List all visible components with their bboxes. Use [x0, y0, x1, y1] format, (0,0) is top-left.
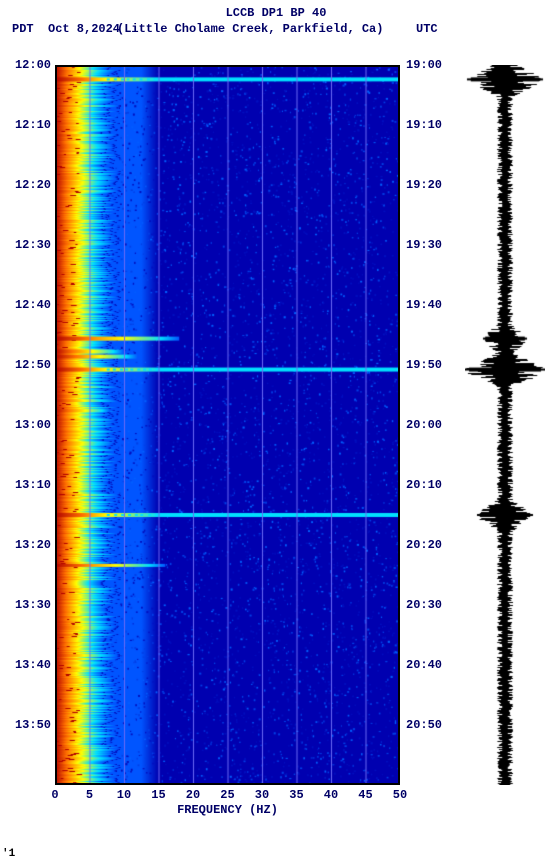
left-time-tick: 13:50 — [6, 719, 51, 731]
right-time-tick: 19:40 — [406, 299, 442, 311]
left-time-tick: 13:20 — [6, 539, 51, 551]
frequency-tick: 35 — [285, 789, 309, 801]
left-time-tick: 12:10 — [6, 119, 51, 131]
left-time-tick: 12:30 — [6, 239, 51, 251]
corner-mark: '1 — [2, 848, 15, 860]
frequency-tick: 5 — [78, 789, 102, 801]
frequency-tick: 40 — [319, 789, 343, 801]
right-time-tick: 20:10 — [406, 479, 442, 491]
left-time-tick: 13:40 — [6, 659, 51, 671]
right-time-tick: 19:10 — [406, 119, 442, 131]
right-time-tick: 19:00 — [406, 59, 442, 71]
right-time-tick: 20:50 — [406, 719, 442, 731]
frequency-tick: 30 — [250, 789, 274, 801]
left-time-tick: 12:20 — [6, 179, 51, 191]
axis-ticks-overlay — [53, 63, 402, 787]
right-time-tick: 20:30 — [406, 599, 442, 611]
left-time-tick: 12:40 — [6, 299, 51, 311]
frequency-tick: 50 — [388, 789, 412, 801]
right-time-tick: 19:50 — [406, 359, 442, 371]
right-time-tick: 20:20 — [406, 539, 442, 551]
frequency-tick: 45 — [354, 789, 378, 801]
right-time-tick: 20:40 — [406, 659, 442, 671]
left-time-tick: 12:00 — [6, 59, 51, 71]
right-time-tick: 19:20 — [406, 179, 442, 191]
frequency-tick: 15 — [147, 789, 171, 801]
tz-right-label: UTC — [416, 22, 438, 36]
title-location: (Little Cholame Creek, Parkfield, Ca) — [117, 22, 383, 36]
tz-left-label: PDT — [12, 22, 34, 36]
frequency-tick: 25 — [216, 789, 240, 801]
left-time-tick: 13:30 — [6, 599, 51, 611]
frequency-tick: 10 — [112, 789, 136, 801]
left-time-tick: 13:10 — [6, 479, 51, 491]
right-time-tick: 20:00 — [406, 419, 442, 431]
frequency-axis-title: FREQUENCY (HZ) — [55, 803, 400, 817]
frequency-tick: 0 — [43, 789, 67, 801]
frequency-tick: 20 — [181, 789, 205, 801]
title-line-1: LCCB DP1 BP 40 — [0, 6, 552, 20]
left-time-tick: 13:00 — [6, 419, 51, 431]
right-time-tick: 19:30 — [406, 239, 442, 251]
title-date: Oct 8,2024 — [48, 22, 120, 36]
left-time-tick: 12:50 — [6, 359, 51, 371]
waveform-trace — [465, 65, 545, 785]
